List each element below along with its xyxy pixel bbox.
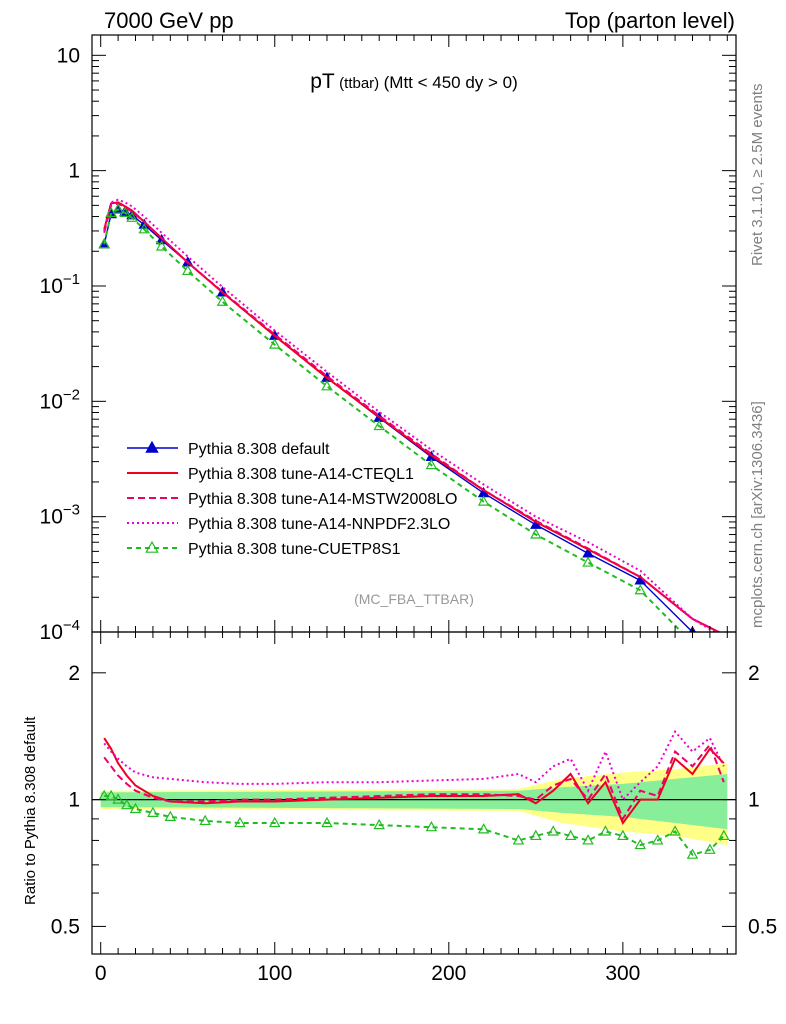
ratio-series-group [98, 729, 730, 859]
data-point-cuetp8s1 [321, 380, 333, 391]
ratio-point-cuetp8s1 [547, 825, 560, 836]
data-point-cuetp8s1 [373, 419, 385, 431]
ratio-line-cuetp8s1 [104, 795, 725, 856]
title-sub: (ttbar) [339, 75, 379, 92]
legend-marker-default [145, 440, 159, 453]
legend-marker-cuetp8s1 [145, 540, 159, 553]
x-tick-label: 300 [605, 962, 640, 985]
data-point-cuetp8s1 [181, 264, 194, 276]
ratio-point-cuetp8s1 [582, 834, 594, 845]
ratio-point-cuetp8s1 [686, 848, 699, 859]
data-point-cuetp8s1 [268, 338, 281, 349]
series-line-default [103, 208, 695, 632]
axis-ticks-group [92, 35, 736, 954]
data-point-cuetp8s1 [530, 528, 542, 539]
ratio-point-cuetp8s1 [634, 838, 647, 850]
ratio-point-cuetp8s1 [199, 814, 211, 826]
legend: Pythia 8.308 default Pythia 8.308 tune-A1… [127, 440, 457, 558]
uncertainty-band-inner [100, 774, 728, 830]
legend-label-nnpdf: Pythia 8.308 tune-A14-NNPDF2.3LO [188, 516, 450, 533]
ratio-ylabel: Ratio to Pythia 8.308 default [22, 716, 39, 905]
ratio-point-cuetp8s1 [718, 829, 730, 841]
ratio-point-cuetp8s1 [121, 798, 133, 810]
series-line-cuetp8s1 [103, 208, 683, 632]
axis-tick-labels-group: 0 100 200 300 10 1 10−1 10−2 10−3 10−4 0.5 0.5 1 1 2 2 [40, 44, 778, 985]
ratio-point-cuetp8s1 [669, 825, 681, 836]
series-line-mstw [103, 202, 721, 632]
ratio-point-cuetp8s1 [617, 829, 629, 841]
ratio-y-tick-label-right: 0.5 [748, 915, 777, 938]
series-line-cteql1 [103, 201, 721, 632]
ratio-point-cuetp8s1 [512, 834, 525, 845]
data-point-cuetp8s1 [119, 206, 131, 218]
ratio-point-cuetp8s1 [147, 806, 159, 817]
data-point-cuetp8s1 [425, 458, 438, 470]
ratio-point-cuetp8s1 [477, 823, 490, 834]
ratio-y-tick-label: 1 [68, 789, 80, 812]
data-point-cuetp8s1 [719, 653, 729, 662]
legend-label-mstw: Pythia 8.308 tune-A14-MSTW2008LO [188, 491, 457, 508]
y-tick-label: 10−4 [40, 617, 80, 644]
ratio-point-cuetp8s1 [704, 843, 716, 854]
ratio-line-mstw [103, 742, 725, 822]
ratio-point-cuetp8s1 [564, 829, 577, 841]
data-point-default [719, 641, 729, 650]
x-tick-label: 200 [431, 962, 466, 985]
process-label: Top (parton level) [565, 8, 735, 33]
data-point-cuetp8s1 [688, 638, 698, 647]
y-tick-label: 10 [57, 44, 80, 67]
ratio-point-cuetp8s1 [105, 789, 117, 801]
ratio-y-tick-label-right: 2 [748, 662, 760, 685]
energy-label: 7000 GeV pp [104, 8, 234, 33]
ratio-point-cuetp8s1 [599, 825, 612, 836]
legend-label-cteql1: Pythia 8.308 tune-A14-CTEQL1 [188, 466, 414, 483]
series-line-nnpdf [103, 198, 717, 632]
plot-title: pT (ttbar) (Mtt < 450 dy > 0) [310, 70, 518, 93]
legend-label-default: Pythia 8.308 default [188, 441, 330, 458]
legend-label-cuetp8s1: Pythia 8.308 tune-CUETP8S1 [188, 541, 401, 558]
y-tick-label: 1 [68, 160, 80, 183]
data-point-cuetp8s1 [112, 203, 124, 214]
ratio-y-tick-label: 2 [68, 662, 80, 685]
y-tick-label: 10−1 [40, 271, 80, 298]
data-point-cuetp8s1 [634, 584, 647, 595]
ratio-point-cuetp8s1 [651, 834, 664, 845]
ratio-point-cuetp8s1 [373, 818, 385, 830]
analysis-label: (MC_FBA_TTBAR) [354, 591, 474, 607]
y-tick-label: 10−2 [40, 386, 80, 413]
data-point-cuetp8s1 [126, 211, 138, 222]
data-point-cuetp8s1 [155, 240, 168, 251]
rivet-label: Rivet 3.1.10, ≥ 2.5M events [749, 84, 766, 267]
ratio-y-tick-label: 0.5 [51, 915, 80, 938]
mcplots-label: mcplots.cern.ch [arXiv:1306.3436] [749, 401, 766, 628]
ratio-band-group [92, 763, 736, 846]
ratio-point-cuetp8s1 [112, 793, 124, 804]
ratio-y-tick-label-right: 1 [748, 789, 760, 812]
y-tick-label: 10−3 [40, 502, 80, 529]
ratio-point-cuetp8s1 [164, 810, 177, 821]
x-tick-label: 100 [257, 962, 292, 985]
data-point-cuetp8s1 [582, 556, 594, 567]
data-point-cuetp8s1 [98, 238, 110, 249]
data-point-cuetp8s1 [138, 223, 150, 234]
x-tick-label: 0 [95, 962, 107, 985]
ratio-point-cuetp8s1 [234, 816, 246, 828]
title-main: pT [310, 70, 335, 93]
ratio-line-cteql1 [103, 737, 725, 825]
main-series-group [98, 198, 729, 662]
ratio-point-cuetp8s1 [321, 816, 333, 828]
data-point-cuetp8s1 [477, 495, 490, 506]
data-point-cuetp8s1 [216, 295, 229, 306]
ratio-point-cuetp8s1 [129, 802, 142, 814]
ratio-point-cuetp8s1 [268, 816, 281, 828]
title-cut: (Mtt < 450 dy > 0) [384, 73, 518, 92]
ratio-point-cuetp8s1 [530, 829, 542, 841]
ratio-point-cuetp8s1 [425, 820, 438, 832]
